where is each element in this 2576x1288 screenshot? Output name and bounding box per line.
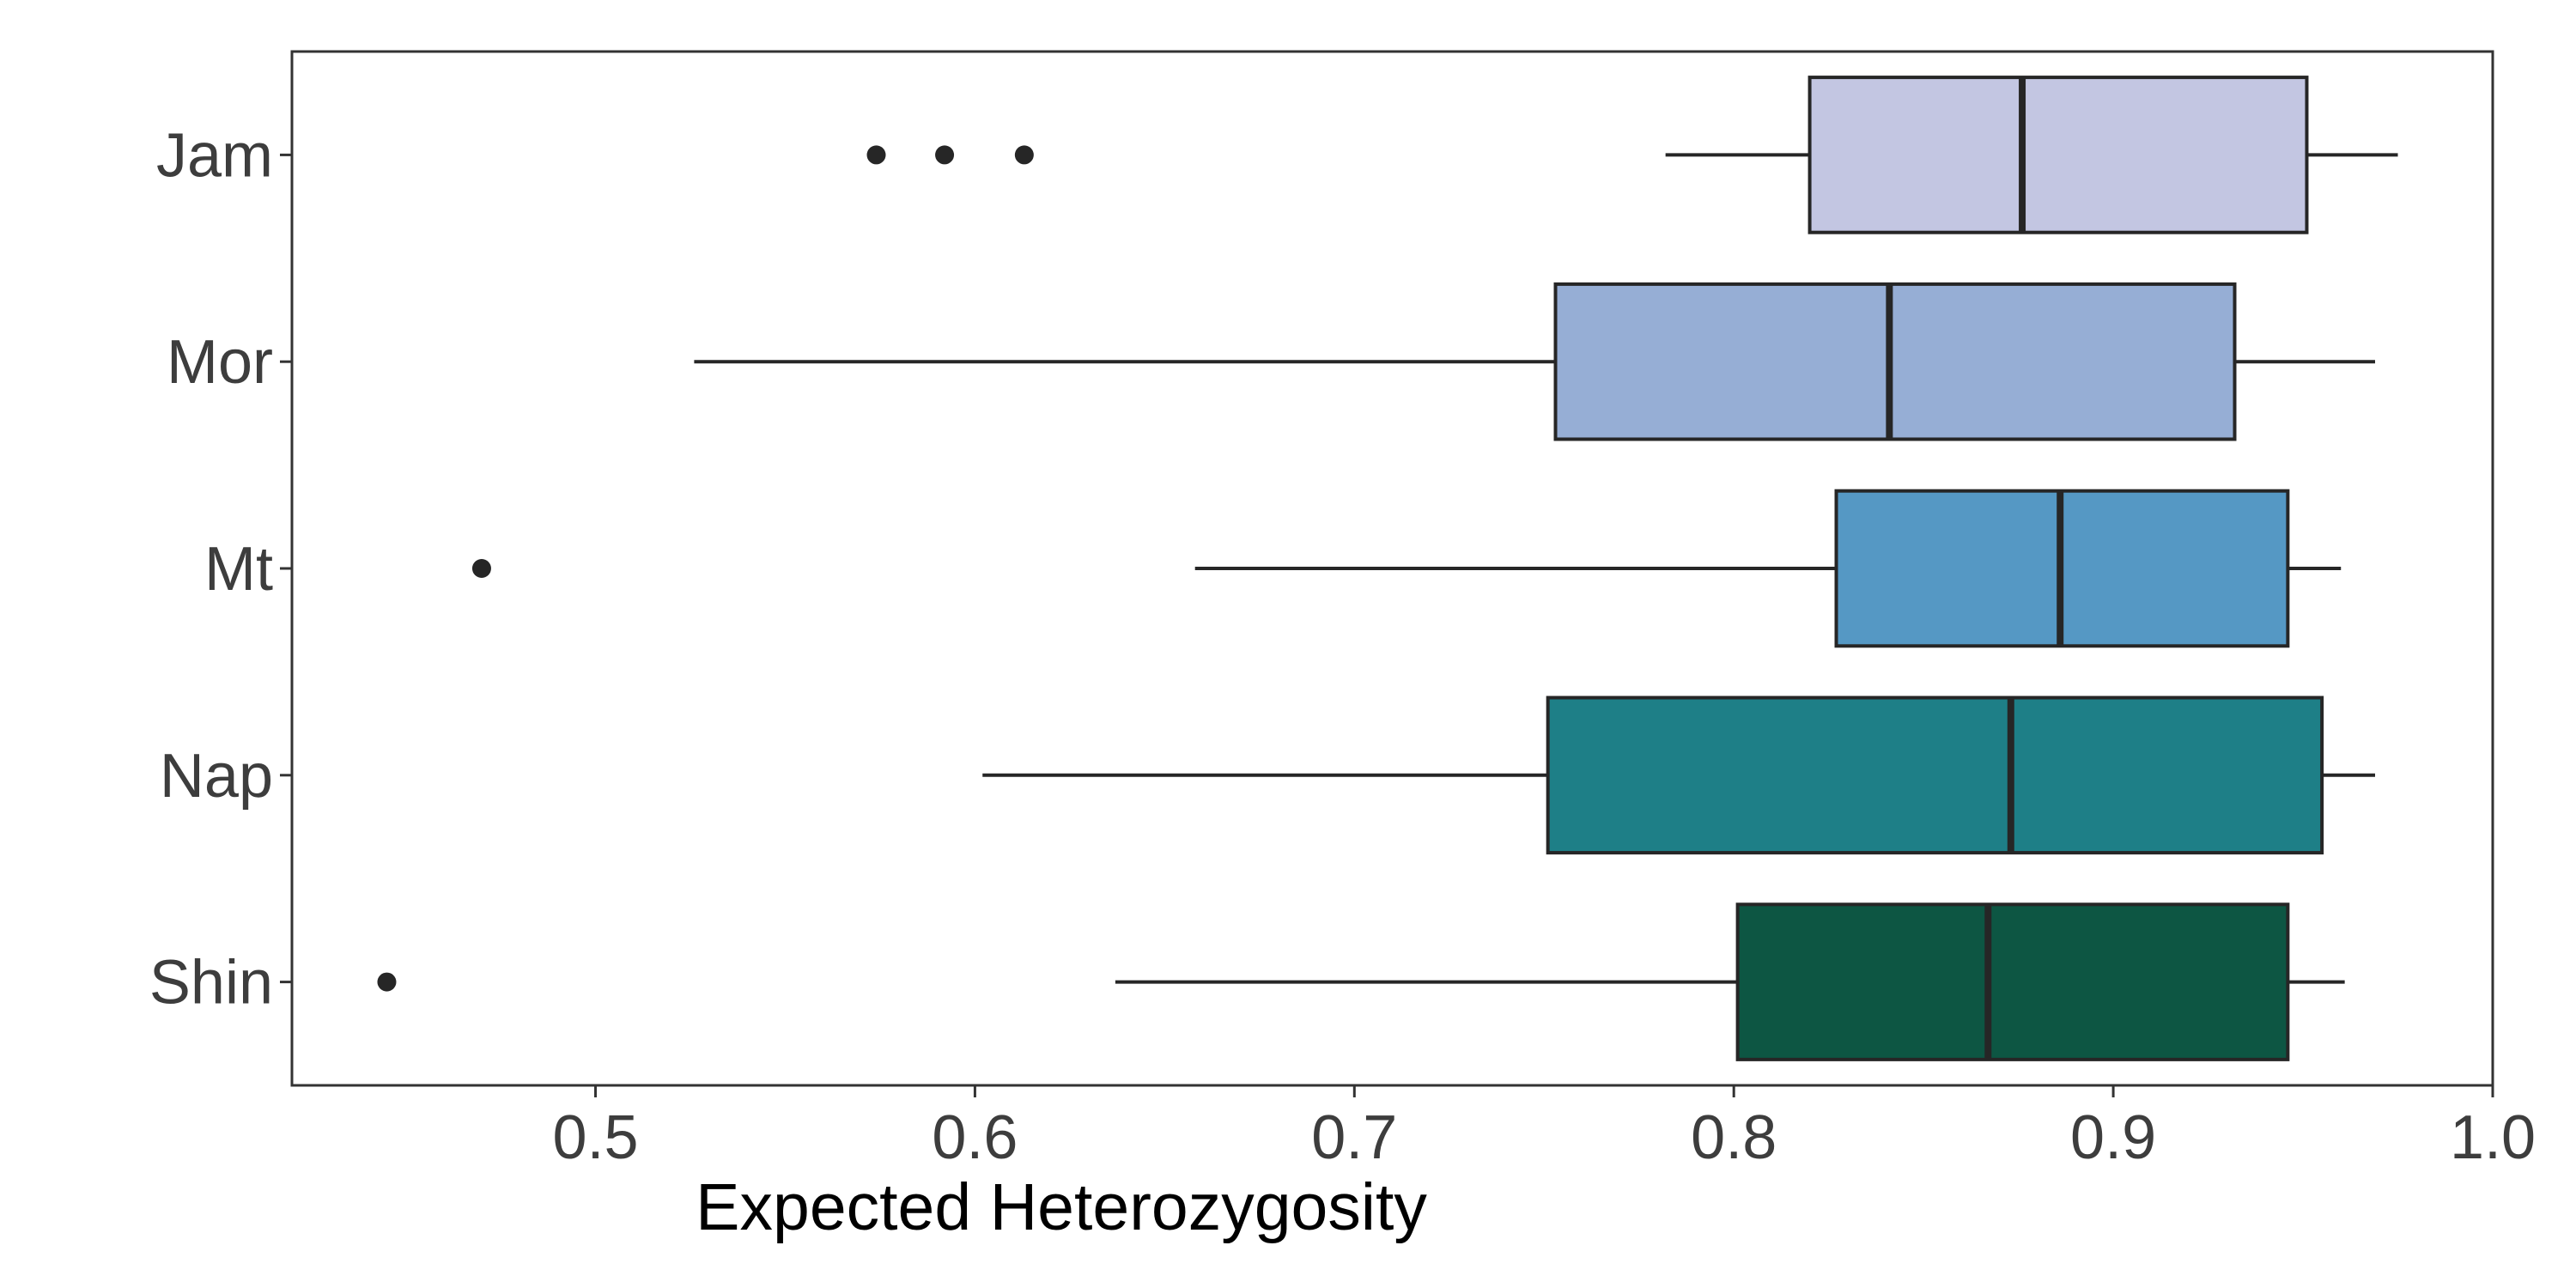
box-mor <box>1553 282 2237 441</box>
x-tick-label-5: 1.0 <box>2450 1103 2536 1172</box>
box-nap <box>1546 696 2324 855</box>
box-group-jam <box>866 76 2398 234</box>
x-tick-label-0: 0.5 <box>552 1103 638 1172</box>
x-tick-label-3: 0.8 <box>1691 1103 1777 1172</box>
outlier-jam-0 <box>866 145 886 165</box>
outlier-jam-1 <box>935 145 955 165</box>
y-tick-label-mt: Mt <box>204 535 273 604</box>
boxes-layer <box>377 76 2398 1061</box>
outlier-mt-0 <box>471 559 491 578</box>
axes-layer: Jam Mor Mt Nap Shin 0.5 0.6 0.7 0.8 0.9 1.0 <box>149 121 2536 1172</box>
box-shin <box>1735 902 2290 1061</box>
x-tick-label-2: 0.7 <box>1311 1103 1397 1172</box>
outlier-shin-0 <box>377 972 397 992</box>
y-tick-label-jam: Jam <box>156 121 273 190</box>
y-tick-label-mor: Mor <box>167 328 273 397</box>
box-group-mor <box>694 282 2376 441</box>
box-jam <box>1807 76 2309 234</box>
plot-border <box>290 50 2494 1087</box>
y-tick-label-shin: Shin <box>149 949 273 1018</box>
y-tick-label-nap: Nap <box>160 742 273 811</box>
box-group-shin <box>377 902 2345 1061</box>
box-group-nap <box>982 696 2376 855</box>
box-group-mt <box>471 489 2342 648</box>
outlier-jam-2 <box>1014 145 1034 165</box>
x-tick-label-1: 0.6 <box>932 1103 1018 1172</box>
x-axis-title: Expected Heterozygosity <box>696 1170 1427 1244</box>
x-tick-label-4: 0.9 <box>2070 1103 2156 1172</box>
